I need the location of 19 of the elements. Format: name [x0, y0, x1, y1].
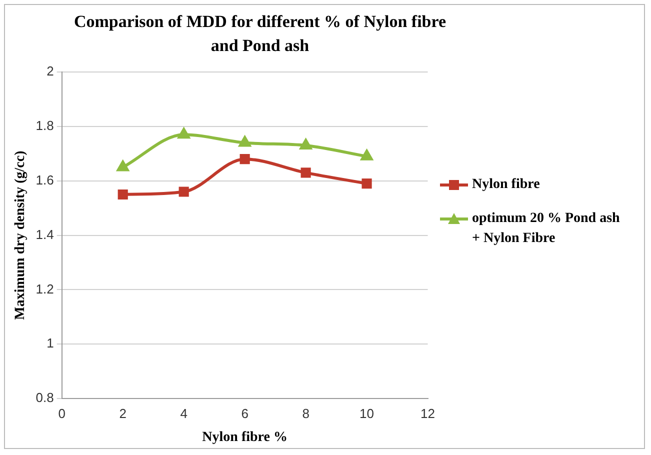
y-tick-label: 1	[46, 336, 54, 351]
y-tick-label: 1.4	[36, 226, 54, 242]
y-tick-label: 1.2	[36, 281, 54, 296]
y-tick-label: 1.8	[36, 118, 54, 134]
x-tick-label: 2	[119, 406, 126, 421]
x-tick-label: 0	[58, 406, 66, 421]
x-tick-label: 6	[241, 406, 248, 421]
x-tick-label: 4	[180, 406, 188, 421]
y-axis-title: Maximum dry density (g/cc)	[13, 150, 28, 320]
legend-label: optimum 20 % Pond ash + Nylon Fibre	[472, 210, 621, 248]
y-tick-label: 1.6	[36, 172, 54, 188]
x-axis-title: Nylon fibre %	[202, 430, 288, 446]
y-tick-label: 0.8	[36, 390, 54, 406]
x-tick-label: 10	[360, 406, 374, 421]
x-tick-label: 8	[302, 406, 310, 421]
legend-label: Nylon fibre	[472, 176, 540, 194]
x-tick-label: 12	[420, 406, 436, 421]
chart-title: Comparison of MDD for different % of Nylon fibre and Pond ash	[72, 11, 448, 57]
y-tick-label: 2	[46, 64, 54, 79]
